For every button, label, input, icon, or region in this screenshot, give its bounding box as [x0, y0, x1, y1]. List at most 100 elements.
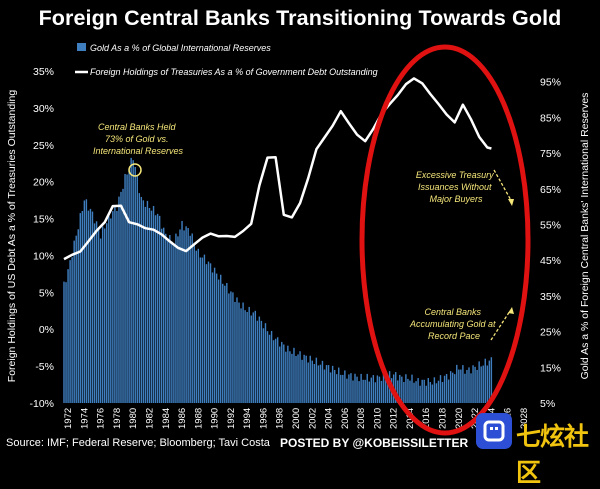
gold-bar	[150, 210, 153, 403]
gold-bar	[407, 378, 409, 403]
x-tick-label: 2006	[340, 408, 351, 429]
gold-bar	[435, 383, 438, 403]
x-tick-label: 1996	[258, 408, 269, 429]
gold-bar	[307, 362, 309, 403]
gold-bar	[466, 369, 468, 403]
gold-bar	[211, 272, 214, 403]
gold-bar	[287, 345, 289, 403]
x-tick-label: 2016	[421, 408, 432, 429]
gold-bar	[248, 306, 250, 403]
gold-bar	[431, 384, 434, 403]
gold-bar	[319, 364, 322, 403]
gold-bar	[228, 293, 230, 403]
gold-bar	[128, 169, 130, 403]
y-right-tick-label: 15%	[540, 362, 561, 374]
gold-bar	[295, 355, 297, 403]
chart-svg: Gold As a % of Global International Rese…	[6, 43, 591, 436]
y-left-tick-label: -5%	[35, 361, 54, 373]
x-tick-label: 1988	[193, 408, 204, 429]
gold-bar	[421, 379, 423, 403]
y-left-tick-label: 35%	[33, 66, 54, 78]
gold-bar	[73, 240, 75, 403]
gold-bar	[85, 199, 88, 403]
gold-bar	[350, 373, 352, 403]
gold-bar	[124, 173, 126, 403]
gold-bar	[474, 366, 476, 403]
gold-bar	[260, 320, 263, 403]
y-left-tick-label: 5%	[39, 287, 54, 299]
gold-bar	[156, 213, 159, 403]
gold-bar	[409, 380, 411, 403]
gold-bar	[382, 372, 385, 403]
x-tick-label: 2028	[519, 408, 530, 429]
gold-bar	[415, 381, 417, 403]
gold-bar	[482, 365, 484, 403]
y-left-tick-label: 15%	[33, 214, 54, 226]
gold-bar	[142, 200, 145, 403]
gold-bar	[91, 211, 94, 403]
gold-bar	[317, 365, 320, 403]
gold-bar	[368, 381, 370, 403]
gold-bar	[193, 242, 195, 403]
gold-bar	[488, 360, 491, 403]
gold-bar	[397, 380, 399, 403]
gold-bar	[236, 297, 238, 403]
gold-bar	[476, 369, 478, 403]
gold-bar	[209, 263, 212, 403]
y-left-tick-label: 30%	[33, 103, 54, 115]
gold-bar	[313, 364, 316, 403]
gold-bar	[411, 374, 413, 403]
x-tick-label: 2010	[372, 408, 383, 429]
y-right-tick-label: 75%	[540, 148, 561, 160]
gold-bar	[362, 379, 364, 403]
gold-bar	[293, 347, 295, 403]
gold-bar	[447, 379, 450, 403]
gold-bar	[441, 381, 444, 403]
gold-bar	[183, 230, 185, 403]
gold-bar	[201, 257, 204, 403]
gold-bar	[246, 312, 248, 403]
gold-bar	[197, 248, 200, 403]
gold-bar	[429, 382, 432, 403]
legend-treasury-label: Foreign Holdings of Treasuries As a % of…	[90, 67, 378, 77]
legend-gold-label: Gold As a % of Global International Rese…	[90, 43, 271, 53]
gold-bar	[122, 188, 124, 403]
gold-bar	[366, 373, 368, 403]
gold-bar	[451, 372, 454, 403]
gold-trend-arrow	[490, 310, 511, 341]
gold-bar	[169, 235, 171, 403]
gold-bar	[187, 228, 189, 403]
gold-bar	[405, 374, 407, 403]
y-right-tick-label: 95%	[540, 77, 561, 89]
gold-bar	[460, 369, 462, 403]
gold-trend-arrowhead	[508, 307, 514, 314]
x-tick-label: 1984	[161, 408, 172, 429]
gold-bar	[289, 351, 291, 403]
gold-bar	[116, 210, 118, 403]
gold-bar	[167, 240, 169, 403]
gold-bar	[376, 375, 379, 403]
y-right-tick-label: 65%	[540, 184, 561, 196]
gold-bar	[283, 344, 285, 403]
y-right-tick-label: 55%	[540, 220, 561, 232]
gold-bar	[309, 355, 311, 403]
gold-bar	[81, 210, 84, 403]
y-left-tick-label: 0%	[39, 324, 54, 336]
x-tick-label: 1978	[112, 408, 123, 429]
x-tick-label: 2004	[324, 408, 335, 429]
gold-bar	[191, 233, 193, 403]
gold-bar	[311, 360, 313, 403]
annotations: Central Banks Held 73% of Gold vs. Inter…	[93, 44, 531, 436]
annotation-treasury: Excessive Treasury Issuances Without Maj…	[416, 170, 496, 204]
gold-bar	[101, 226, 104, 403]
gold-bar	[165, 233, 167, 403]
gold-bar	[103, 228, 106, 403]
gold-bar	[87, 210, 90, 403]
gold-bar	[378, 376, 381, 403]
gold-bar	[352, 380, 354, 403]
y-left-tick-label: 25%	[33, 140, 54, 152]
gold-bar	[274, 338, 277, 403]
gold-bar	[301, 359, 303, 403]
gold-bar	[77, 229, 79, 403]
gold-bar	[279, 346, 281, 403]
